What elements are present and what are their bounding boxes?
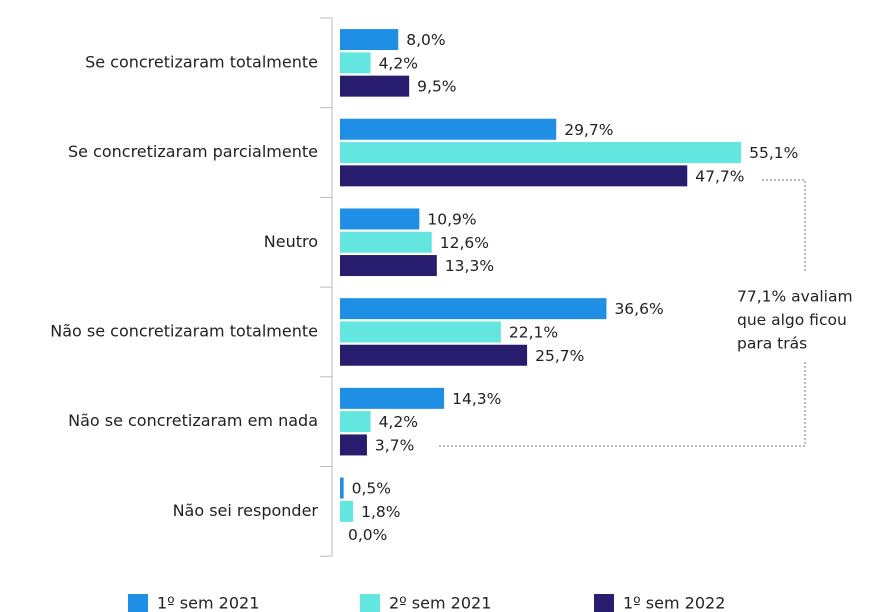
bar (340, 387, 445, 409)
bar (340, 411, 371, 433)
value-label: 4,2% (379, 413, 418, 431)
bracket-bottom (437, 362, 806, 447)
value-label: 25,7% (535, 347, 584, 365)
bar (340, 500, 354, 522)
bar (340, 165, 688, 187)
category-label: Se concretizaram parcialmente (68, 142, 318, 161)
category-label: Não se concretizaram em nada (68, 411, 318, 430)
bar (340, 477, 344, 499)
category-label: Se concretizaram totalmente (85, 52, 318, 71)
bar (340, 321, 501, 343)
value-label: 22,1% (509, 323, 558, 341)
category-label: Não se concretizaram totalmente (50, 321, 318, 340)
value-label: 8,0% (406, 31, 445, 49)
value-label: 10,9% (427, 210, 476, 228)
bar (340, 298, 607, 320)
value-label: 3,7% (375, 436, 414, 454)
value-label: 55,1% (749, 144, 798, 162)
value-label: 14,3% (452, 390, 501, 408)
bar (340, 29, 399, 51)
bar (340, 231, 432, 253)
legend-swatch (594, 594, 614, 612)
value-label: 4,2% (379, 54, 418, 72)
category-label: Não sei responder (173, 501, 319, 520)
value-label: 29,7% (564, 121, 613, 139)
value-label: 9,5% (417, 78, 456, 96)
value-label: 1,8% (361, 503, 400, 521)
value-label: 47,7% (695, 167, 744, 185)
category-label: Neutro (264, 232, 318, 251)
value-label: 0,5% (352, 480, 391, 498)
annotation: 77,1% avaliam (737, 288, 853, 306)
annotation: que algo ficou (737, 311, 847, 329)
bar (340, 142, 742, 164)
bar (340, 434, 367, 456)
value-label: 0,0% (348, 526, 387, 544)
legend-label: 1º sem 2022 (623, 594, 725, 612)
legend-swatch (360, 594, 380, 612)
legend-label: 1º sem 2021 (157, 594, 259, 612)
legend-swatch (128, 594, 148, 612)
bar (340, 118, 557, 140)
bracket-top (762, 179, 806, 272)
bar (340, 255, 437, 277)
bar (340, 75, 410, 97)
value-label: 36,6% (614, 300, 663, 318)
annotation: para trás (737, 335, 807, 353)
bar (340, 208, 420, 230)
bar (340, 344, 528, 366)
value-label: 12,6% (440, 234, 489, 252)
bracket (437, 179, 806, 447)
bar (340, 52, 371, 74)
legend-label: 2º sem 2021 (389, 594, 491, 612)
value-label: 13,3% (445, 257, 494, 275)
